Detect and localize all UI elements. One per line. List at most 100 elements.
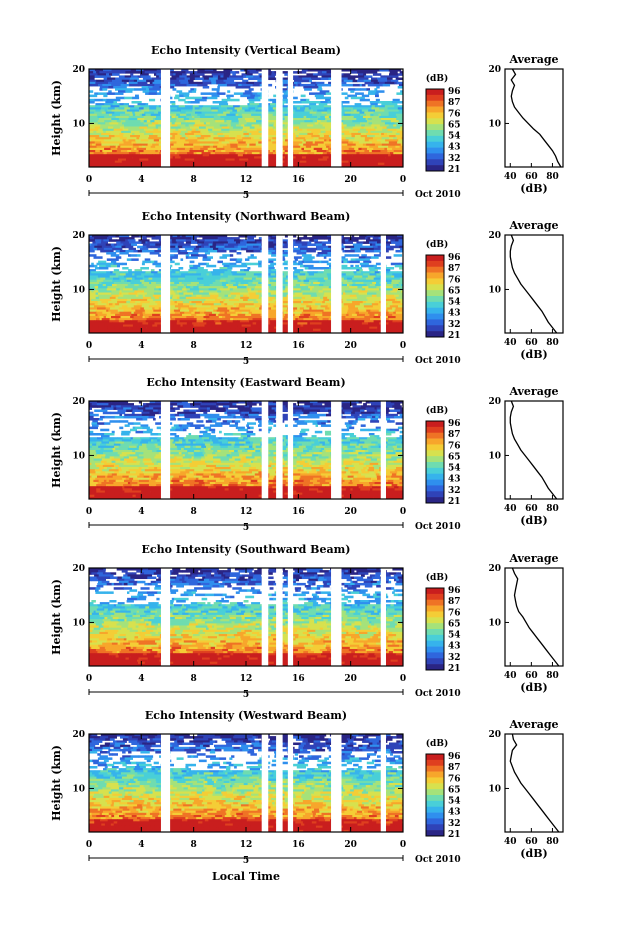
heatmap-cell — [268, 130, 276, 134]
heatmap-cell — [203, 77, 210, 81]
heatmap-cell — [267, 135, 279, 138]
heatmap-cell — [346, 156, 355, 159]
heatmap-cell — [221, 303, 225, 306]
heatmap-cell — [183, 330, 192, 334]
heatmap-cell — [250, 98, 256, 102]
heatmap-cell — [204, 137, 209, 140]
heatmap-cell — [249, 405, 253, 408]
heatmap-cell — [324, 405, 335, 408]
heatmap-cell — [200, 409, 208, 413]
heatmap-cell — [245, 156, 255, 159]
heatmap-cell — [352, 120, 358, 123]
heatmap-cell — [191, 415, 201, 419]
heatmap-cell — [171, 426, 177, 430]
heatmap-cell — [295, 411, 300, 415]
heatmap-cell — [208, 77, 219, 81]
heatmap-cell — [89, 281, 100, 285]
heatmap-cell — [389, 305, 399, 308]
heatmap-cell — [219, 267, 228, 270]
heatmap-cell — [176, 322, 180, 325]
heatmap-cell — [112, 303, 116, 306]
heatmap-cell — [369, 241, 372, 244]
heatmap-cell — [269, 403, 275, 406]
heatmap-cell — [239, 303, 247, 306]
heatmap-cell — [259, 83, 264, 87]
heatmap-cell — [242, 271, 250, 274]
heatmap-cell — [115, 318, 120, 321]
heatmap-cell — [280, 305, 291, 308]
heatmap-cell — [399, 413, 404, 417]
heatmap-cell — [338, 105, 346, 108]
heatmap-cell — [107, 286, 117, 289]
heatmap-cell — [389, 118, 397, 121]
heatmap-cell — [149, 290, 157, 293]
heatmap-cell — [351, 122, 361, 125]
heatmap-cell — [342, 145, 352, 149]
heatmap-cell — [134, 290, 139, 293]
heatmap-cell — [256, 128, 262, 132]
heatmap-cell — [280, 324, 290, 328]
heatmap-cell — [311, 303, 316, 306]
heatmap-cell — [230, 318, 234, 321]
heatmap-cell — [342, 292, 346, 296]
heatmap-cell — [292, 301, 302, 304]
heatmap-cell — [396, 137, 402, 140]
heatmap-cell — [101, 407, 106, 410]
heatmap-cell — [227, 411, 235, 415]
heatmap-cell — [89, 83, 93, 87]
heatmap-cell — [291, 290, 302, 293]
heatmap-cell — [170, 154, 180, 157]
heatmap-cell — [342, 288, 349, 291]
heatmap-cell — [137, 81, 148, 85]
heatmap-cell — [203, 98, 207, 102]
heatmap-cell — [379, 115, 390, 119]
heatmap-cell — [293, 279, 298, 283]
heatmap-cell — [126, 409, 133, 413]
heatmap-cell — [140, 301, 151, 304]
heatmap-cell — [320, 101, 328, 104]
heatmap-cell — [236, 75, 244, 78]
heatmap-cell — [301, 147, 305, 151]
heatmap-cell — [375, 262, 383, 266]
heatmap-cell — [187, 245, 197, 249]
heatmap-cell — [180, 328, 184, 332]
heatmap-cell — [193, 152, 197, 155]
heatmap-cell — [293, 141, 303, 144]
heatmap-cell — [298, 143, 304, 147]
colorbar-swatch — [426, 313, 444, 320]
heatmap-cell — [181, 141, 185, 144]
heatmap-cell — [393, 284, 397, 287]
heatmap-cell — [291, 107, 298, 110]
heatmap-cell — [233, 262, 237, 266]
heatmap-cell — [96, 279, 104, 283]
heatmap-cell — [178, 150, 183, 153]
heatmap-cell — [398, 330, 403, 334]
heatmap-cell — [149, 437, 158, 440]
heatmap-cell — [142, 426, 150, 430]
heatmap-cell — [224, 309, 230, 313]
heatmap-cell — [171, 150, 179, 153]
heatmap-cell — [246, 286, 256, 289]
heatmap-cell — [193, 124, 197, 127]
heatmap-cell — [398, 281, 404, 285]
heatmap-cell — [369, 409, 378, 413]
heatmap-cell — [294, 115, 298, 119]
heatmap-cell — [181, 401, 185, 404]
heatmap-cell — [243, 437, 248, 440]
heatmap-cell — [114, 305, 123, 308]
heatmap-cell — [98, 328, 108, 332]
heatmap-cell — [251, 288, 255, 291]
heatmap-cell — [363, 260, 372, 264]
heatmap-cell — [367, 237, 371, 240]
heatmap-cell — [108, 330, 118, 334]
heatmap-cell — [200, 273, 207, 276]
heatmap-cell — [345, 326, 356, 330]
heatmap-cell — [119, 105, 129, 108]
heatmap-cell — [218, 139, 226, 142]
heatmap-cell — [121, 79, 130, 83]
heatmap-cell — [94, 409, 99, 413]
heatmap-cell — [268, 437, 276, 440]
heatmap-cell — [319, 260, 322, 264]
heatmap-cell — [179, 92, 190, 95]
heatmap-cell — [209, 154, 218, 157]
